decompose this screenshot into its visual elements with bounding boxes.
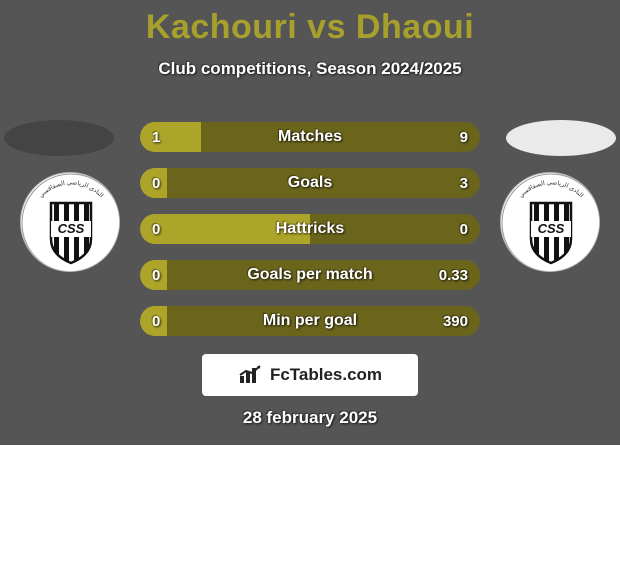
player-head-left [4,120,114,156]
comparison-bars: Matches19 Goals03 Hattricks00 Goals per mat… [140,122,480,352]
bar-fill-right [167,306,480,336]
bar-fill-left [140,168,167,198]
brand-text: FcTables.com [270,365,382,385]
bar-fill-right [201,122,480,152]
stat-bar: Goals03 [140,168,480,198]
bar-fill-left [140,122,201,152]
subtitle: Club competitions, Season 2024/2025 [0,59,620,79]
svg-text:CSS: CSS [58,221,85,236]
player-head-right [506,120,616,156]
bar-fill-left [140,214,310,244]
stat-bar: Min per goal0390 [140,306,480,336]
svg-text:CSS: CSS [538,221,565,236]
bar-fill-right [310,214,480,244]
page-title: Kachouri vs Dhaoui [0,0,620,47]
bar-fill-left [140,306,167,336]
stat-bar: Matches19 [140,122,480,152]
stat-bar: Goals per match00.33 [140,260,480,290]
comparison-infographic: Kachouri vs Dhaoui Club competitions, Se… [0,0,620,580]
club-logo-right: النادي الرياضي الصفاقسي CSS [500,172,600,272]
bottom-whitespace [0,445,620,580]
bar-fill-right [167,260,480,290]
date-text: 28 february 2025 [0,408,620,428]
brand-badge: FcTables.com [202,354,418,396]
stat-bar: Hattricks00 [140,214,480,244]
brand-chart-icon [238,365,264,385]
bar-fill-left [140,260,167,290]
club-logo-left: النادي الرياضي الصفاقسي CSS [20,172,120,272]
bar-fill-right [167,168,480,198]
